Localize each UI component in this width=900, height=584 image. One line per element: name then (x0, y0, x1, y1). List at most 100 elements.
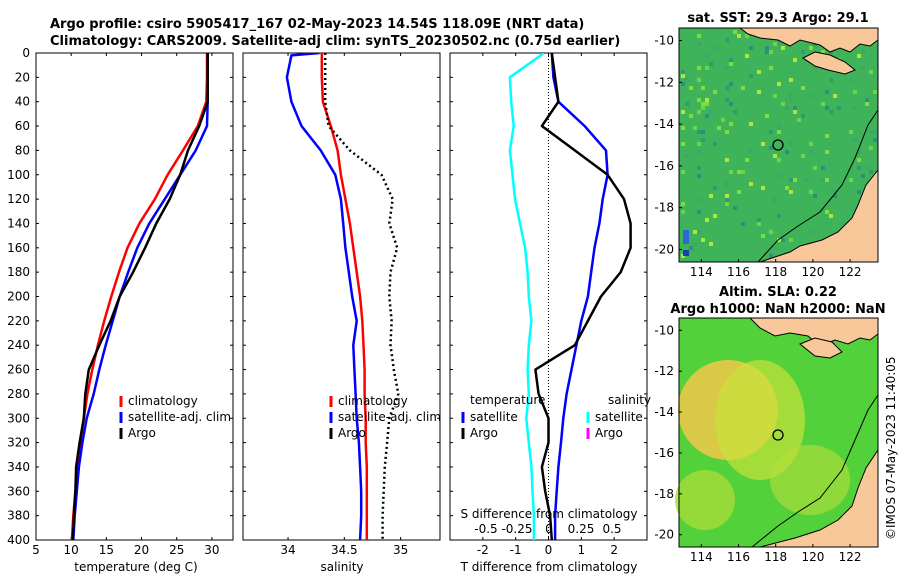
legend-label: Argo (595, 426, 623, 440)
s-tick-label: -0.5 (474, 522, 497, 536)
map-lat-label: -16 (654, 159, 674, 173)
sst-pixel (833, 190, 837, 194)
sst-pixel (705, 218, 709, 222)
sst-pixel (825, 90, 829, 94)
sst-pixel (693, 242, 697, 246)
sst-pixel (713, 214, 717, 218)
legend-label: climatology (338, 394, 408, 408)
sst-pixel (805, 178, 809, 182)
sst-pixel (693, 126, 697, 130)
sst-pixel (761, 118, 765, 122)
sst-pixel (785, 150, 789, 154)
sst-pixel (777, 42, 781, 46)
map-lon-label: 118 (764, 550, 787, 564)
sst-pixel (869, 170, 873, 174)
sst-pixel (717, 126, 721, 130)
sst-pixel (761, 234, 765, 238)
sst-pixel (705, 114, 709, 118)
sst-map-land-north (738, 27, 879, 53)
sst-pixel (713, 30, 717, 34)
sla-map-pixels (675, 360, 850, 530)
sst-pixel (701, 102, 705, 106)
sla-map-frame (678, 317, 879, 548)
series-line-climatology (70, 53, 209, 540)
sst-pixel (681, 82, 685, 86)
sst-pixel (769, 86, 773, 90)
sst-pixel (809, 142, 813, 146)
sst-pixel (773, 154, 777, 158)
sst-pixel (801, 86, 805, 90)
sst-pixel (789, 142, 793, 146)
sst-pixel (697, 142, 701, 146)
sst-pixel (853, 90, 857, 94)
sst-pixel (821, 50, 825, 54)
sst-pixel (709, 110, 713, 114)
sst-pixel (829, 78, 833, 82)
sst-pixel (821, 166, 825, 170)
sst-pixel (769, 254, 773, 258)
temperature-axis-label: temperature (deg C) (74, 560, 197, 574)
depth-tick-label: 380 (7, 509, 30, 523)
figure-title-line1: Argo profile: csiro 5905417_167 02-May-2… (50, 17, 584, 32)
sst-pixel (721, 118, 725, 122)
sst-pixel (725, 182, 729, 186)
sst-pixel (697, 230, 701, 234)
sst-pixel (841, 222, 845, 226)
series-line-satellite-adj-clim (72, 53, 209, 540)
sst-pixel (789, 94, 793, 98)
map-lon-label: 114 (690, 265, 713, 279)
sst-pixel (825, 210, 829, 214)
map-lat-label: -10 (654, 34, 674, 48)
sst-pixel (681, 126, 685, 130)
sst-pixel (761, 186, 765, 190)
sst-pixel (681, 110, 685, 114)
depth-tick-label: 160 (7, 241, 30, 255)
sst-pixel (697, 198, 701, 202)
sst-pixel (757, 70, 761, 74)
sst-pixel (697, 130, 701, 134)
map-lat-label: -18 (654, 487, 674, 501)
sst-pixel (773, 94, 777, 98)
sst-pixel (683, 250, 689, 256)
map-lon-label: 116 (727, 550, 750, 564)
sst-pixel (733, 206, 737, 210)
sst-pixel (821, 102, 825, 106)
sst-pixel (697, 98, 701, 102)
sst-pixel (689, 114, 693, 118)
sst-pixel (729, 102, 733, 106)
sst-argo-location-marker (772, 139, 784, 151)
sst-pixel (697, 66, 701, 70)
depth-tick-label: 280 (7, 387, 30, 401)
figure-title-line2: Climatology: CARS2009. Satellite-adj cli… (50, 34, 620, 49)
sst-pixel (829, 162, 833, 166)
map-lat-label: -20 (654, 528, 674, 542)
sst-pixel (761, 102, 765, 106)
map-lat-label: -18 (654, 201, 674, 215)
sst-pixel (801, 154, 805, 158)
sst-pixel (769, 230, 773, 234)
legend-label: satellite-adj. clim (128, 410, 231, 424)
salinity-panel-frame (242, 52, 441, 541)
depth-tick-label: 80 (15, 143, 30, 157)
depth-tick-label: 300 (7, 411, 30, 425)
depth-tick-label: 200 (7, 290, 30, 304)
sst-map-island (802, 51, 856, 75)
sst-pixel (825, 134, 829, 138)
sst-pixel (769, 50, 773, 54)
sla-map-title2: Argo h1000: NaN h2000: NaN (670, 302, 885, 317)
sst-pixel (729, 170, 733, 174)
sst-pixel (861, 174, 865, 178)
sst-pixel (697, 150, 701, 154)
sst-pixel (745, 34, 749, 38)
depth-tick-labels: 0 20 40 60 80 100 120 140 160 180 200 220 240 260 280 3… (7, 46, 30, 547)
sst-pixel (849, 130, 853, 134)
sst-map-title: sat. SST: 29.3 Argo: 29.1 (687, 11, 868, 26)
sst-pixel (853, 138, 857, 142)
sst-pixel (757, 218, 761, 222)
difference-legend: temperature satellite Argo salinity sate… (461, 393, 651, 440)
sst-pixel (697, 166, 701, 170)
map-lon-label: 120 (801, 265, 824, 279)
sst-pixel (713, 186, 717, 190)
sst-pixel (757, 90, 761, 94)
